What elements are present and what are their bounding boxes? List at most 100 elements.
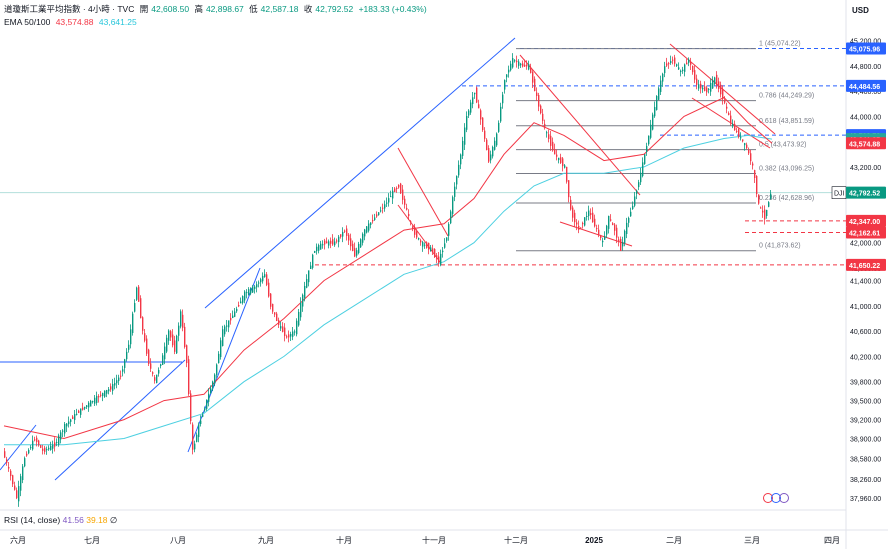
candle-body <box>456 176 458 185</box>
candle-body <box>326 241 328 244</box>
candle-body <box>682 69 684 71</box>
candle-body <box>56 441 58 443</box>
candle-body <box>534 78 536 92</box>
candle-body <box>588 210 590 217</box>
candle-body <box>346 228 348 236</box>
candle-body <box>28 450 30 454</box>
candle-body <box>130 329 132 345</box>
candle-body <box>360 239 362 248</box>
candle-body <box>184 326 186 347</box>
candle-body <box>306 278 308 288</box>
candle-body <box>74 414 76 421</box>
candle-body <box>394 188 396 192</box>
candle-body <box>488 148 490 162</box>
candle-body <box>244 291 246 301</box>
currency-label[interactable]: USD <box>852 6 869 15</box>
candle-body <box>628 217 630 223</box>
candle-body <box>176 335 178 354</box>
candle-body <box>222 329 224 346</box>
candle-body <box>190 393 192 422</box>
y-tick-label: 38,260.00 <box>850 477 881 484</box>
candle-body <box>664 66 666 74</box>
y-tick-label: 40,600.00 <box>850 329 881 336</box>
candle-body <box>80 408 82 415</box>
candle-body <box>42 448 44 451</box>
candle-body <box>106 390 108 394</box>
candle-body <box>600 235 602 239</box>
trend-line-blue <box>54 359 186 481</box>
candle-body <box>48 447 50 450</box>
candle-body <box>148 349 150 364</box>
candle-body <box>748 149 750 154</box>
candle-body <box>102 393 104 397</box>
candle-body <box>750 153 752 162</box>
candle-body <box>700 83 702 89</box>
candle-body <box>510 63 512 71</box>
candle-body <box>410 221 412 223</box>
candle-body <box>328 241 330 246</box>
candle-body <box>476 87 478 103</box>
candle-body <box>282 326 284 332</box>
y-tick-label: 43,200.00 <box>850 165 881 172</box>
candle-body <box>180 311 182 327</box>
y-tick-label: 38,900.00 <box>850 437 881 444</box>
candle-body <box>344 230 346 232</box>
candle-body <box>638 182 640 188</box>
candle-body <box>504 80 506 90</box>
candle-body <box>20 476 22 491</box>
candle-body <box>198 424 200 438</box>
candle-body <box>96 395 98 403</box>
candle-body <box>388 198 390 203</box>
candle-body <box>606 225 608 235</box>
candle-body <box>188 359 190 394</box>
rsi-legend[interactable]: RSI (14, close) 41.56 39.18 ∅ <box>4 515 117 526</box>
candle-body <box>594 218 596 227</box>
candle-body <box>390 196 392 198</box>
high-label: 高 <box>194 4 203 14</box>
candle-body <box>544 123 546 128</box>
symbol-title: 道瓊斯工業平均指數 · 4小時 · TVC <box>4 4 135 14</box>
candle-body <box>248 289 250 296</box>
candle-body <box>58 435 60 445</box>
candle-body <box>426 242 428 248</box>
x-tick-label: 四月 <box>824 536 840 545</box>
candle-body <box>330 240 332 244</box>
fib-level-label: 0.382 (43,096.25) <box>759 166 814 173</box>
candle-body <box>72 416 74 419</box>
candle-body <box>396 187 398 190</box>
candle-body <box>634 196 636 206</box>
candle-body <box>626 222 628 235</box>
candle-body <box>680 70 682 73</box>
candle-body <box>354 248 356 257</box>
y-tick-label: 39,800.00 <box>850 380 881 387</box>
candle-body <box>290 333 292 337</box>
candle-body <box>438 256 440 263</box>
candle-body <box>294 331 296 333</box>
candle-body <box>324 240 326 245</box>
candle-body <box>404 198 406 205</box>
candle-body <box>760 207 762 209</box>
x-tick-label: 2025 <box>585 536 603 545</box>
ema-legend[interactable]: EMA 50/100 43,574.88 43,641.25 <box>4 17 140 27</box>
candle-body <box>710 83 712 92</box>
fib-level-label: 1 (45,074.22) <box>759 41 801 48</box>
y-tick-label: 38,580.00 <box>850 457 881 464</box>
chart-tool-icon <box>763 493 773 503</box>
candle-body <box>226 325 228 327</box>
candle-body <box>554 149 556 155</box>
candle-body <box>598 229 600 235</box>
candle-body <box>272 303 274 312</box>
price-badge <box>846 214 886 227</box>
candle-body <box>90 400 92 407</box>
low-label: 低 <box>249 4 258 14</box>
candle-body <box>694 70 696 80</box>
candle-body <box>92 401 94 403</box>
ema50-value: 43,574.88 <box>55 17 94 27</box>
candle-body <box>520 63 522 66</box>
candle-body <box>232 315 234 318</box>
candle-body <box>234 311 236 317</box>
candle-body <box>266 274 268 285</box>
candle-body <box>536 92 538 96</box>
candle-body <box>562 158 564 167</box>
